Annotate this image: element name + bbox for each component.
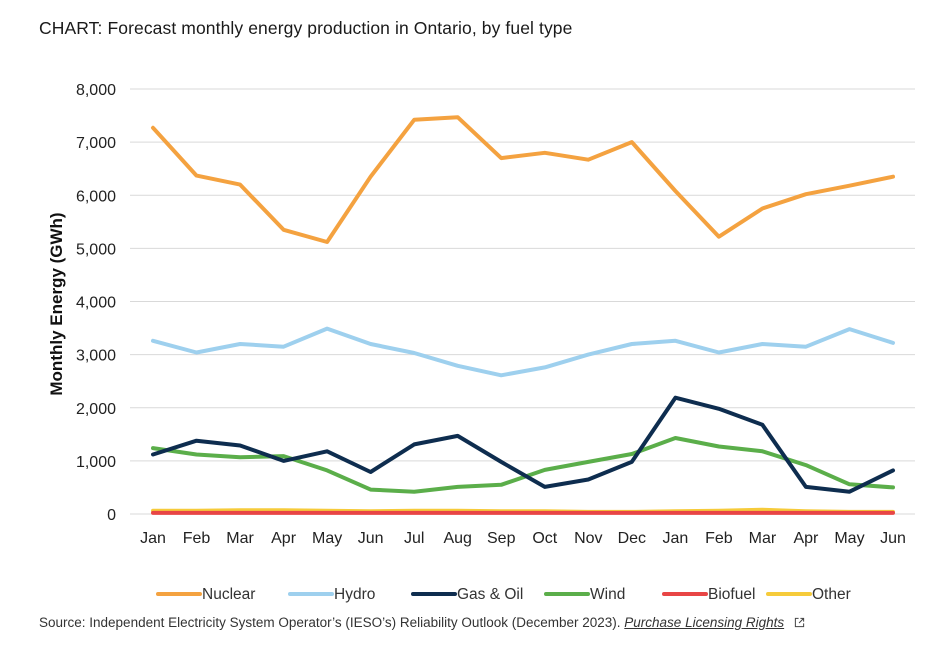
y-tick-label: 1,000 bbox=[76, 454, 116, 471]
legend-item: Hydro bbox=[288, 586, 375, 603]
legend-item: Other bbox=[766, 586, 851, 603]
x-tick-label: Aug bbox=[443, 530, 471, 547]
x-tick-label: Dec bbox=[618, 530, 646, 547]
series-lines bbox=[151, 115, 895, 515]
legend-item: Nuclear bbox=[156, 586, 255, 603]
x-tick-label: Nov bbox=[574, 530, 602, 547]
legend-label: Other bbox=[812, 586, 851, 603]
x-axis-ticks: Jan Feb Mar Apr May Jun Jul Aug Sep Oct Nov Dec Jan F… bbox=[140, 530, 906, 547]
y-axis-ticks: 0 1,000 2,000 3,000 4,000 5,000 6,000 7,000 8,00… bbox=[76, 82, 116, 524]
x-tick-label: Apr bbox=[271, 530, 297, 547]
legend-label: Nuclear bbox=[202, 586, 255, 603]
legend-item: Gas & Oil bbox=[411, 586, 523, 603]
x-tick-label: Jul bbox=[404, 530, 424, 547]
x-tick-label: Jan bbox=[140, 530, 166, 547]
series-line-wind bbox=[151, 436, 895, 494]
x-tick-label: Feb bbox=[705, 530, 733, 547]
legend: Nuclear Hydro Gas & Oil Wind Biofuel Other bbox=[156, 586, 851, 603]
legend-item: Wind bbox=[544, 586, 625, 603]
x-tick-label: Oct bbox=[532, 530, 557, 547]
legend-label: Wind bbox=[590, 586, 625, 603]
legend-label: Gas & Oil bbox=[457, 586, 523, 603]
y-tick-label: 2,000 bbox=[76, 401, 116, 418]
source-text: Source: Independent Electricity System O… bbox=[39, 615, 621, 630]
legend-label: Hydro bbox=[334, 586, 375, 603]
source-note: Source: Independent Electricity System O… bbox=[39, 615, 805, 630]
y-tick-label: 3,000 bbox=[76, 348, 116, 365]
licensing-link[interactable]: Purchase Licensing Rights bbox=[624, 615, 785, 630]
x-tick-label: Mar bbox=[226, 530, 254, 547]
legend-item: Biofuel bbox=[662, 586, 755, 603]
x-tick-label: Jan bbox=[662, 530, 688, 547]
series-line-hydro bbox=[151, 326, 895, 378]
y-tick-label: 6,000 bbox=[76, 188, 116, 205]
legend-label: Biofuel bbox=[708, 586, 755, 603]
x-tick-label: Jun bbox=[880, 530, 906, 547]
series-line-gas-oil bbox=[151, 395, 895, 494]
x-tick-label: May bbox=[312, 530, 342, 547]
x-tick-label: Apr bbox=[793, 530, 819, 547]
x-tick-label: Sep bbox=[487, 530, 516, 547]
y-tick-label: 7,000 bbox=[76, 135, 116, 152]
chart-title: CHART: Forecast monthly energy productio… bbox=[39, 18, 573, 38]
y-tick-label: 5,000 bbox=[76, 241, 116, 258]
series-line-nuclear bbox=[151, 115, 895, 244]
y-tick-label: 8,000 bbox=[76, 82, 116, 99]
x-tick-label: May bbox=[834, 530, 864, 547]
y-axis-label: Monthly Energy (GWh) bbox=[47, 212, 66, 395]
y-tick-label: 4,000 bbox=[76, 295, 116, 312]
external-link-icon[interactable] bbox=[794, 617, 805, 628]
x-tick-label: Feb bbox=[183, 530, 211, 547]
x-tick-label: Mar bbox=[749, 530, 777, 547]
y-tick-label: 0 bbox=[107, 507, 116, 524]
x-tick-label: Jun bbox=[358, 530, 384, 547]
